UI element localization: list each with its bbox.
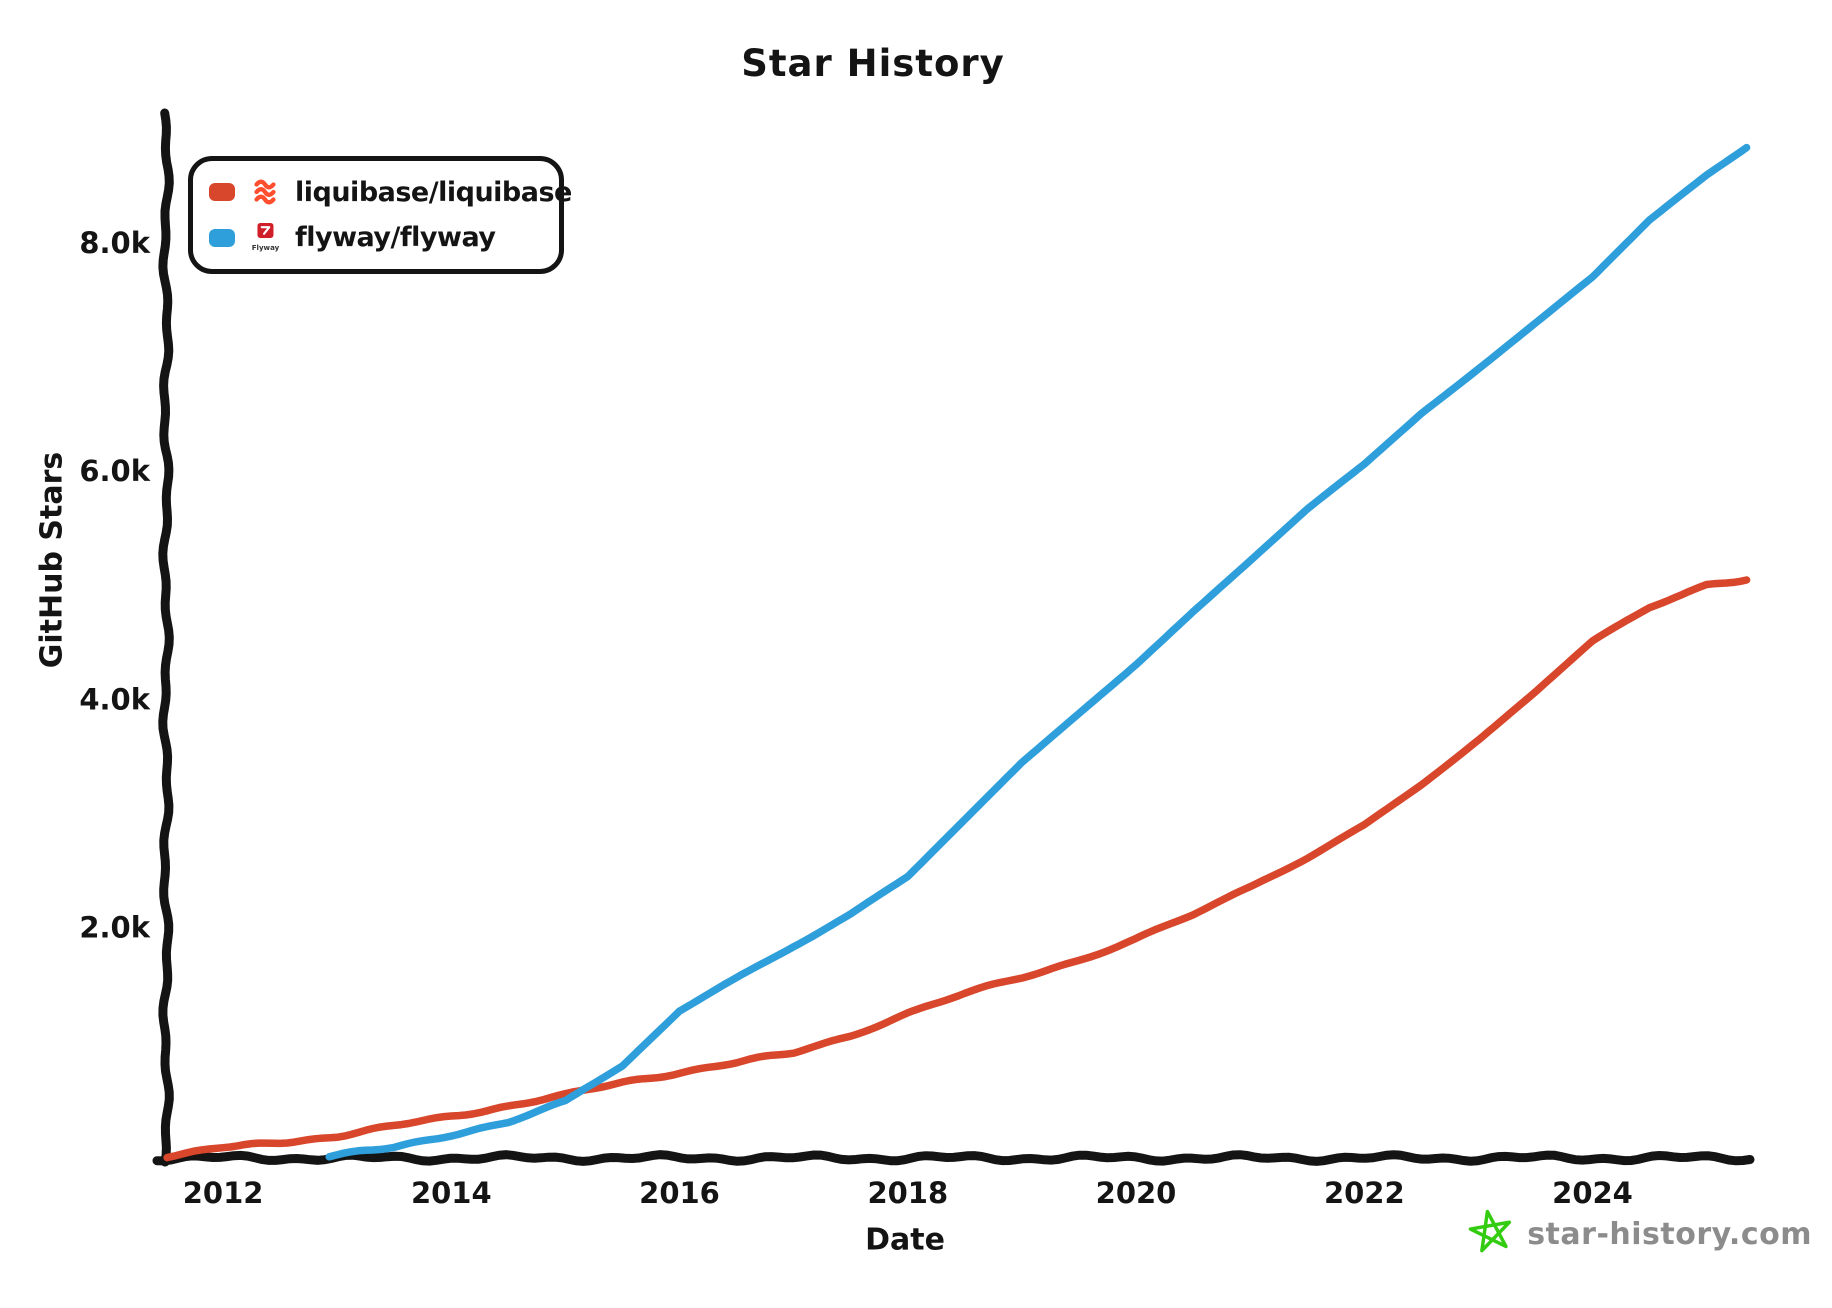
- x-tick-2024: 2024: [1552, 1176, 1633, 1210]
- liquibase-series-line: [163, 576, 1751, 1162]
- x-axis-line: [152, 1150, 1755, 1166]
- y-axis-line: [158, 108, 174, 1167]
- legend: liquibase/liquibase Flyway flyway/flyway: [188, 156, 572, 274]
- y-tick-8.0k: 8.0k: [79, 226, 150, 260]
- y-tick-2.0k: 2.0k: [79, 911, 150, 945]
- liquibase-logo-icon: [248, 172, 282, 212]
- legend-item-liquibase[interactable]: liquibase/liquibase: [209, 172, 572, 212]
- x-tick-2014: 2014: [411, 1176, 492, 1210]
- chart-title: Star History: [741, 42, 1005, 85]
- legend-label-flyway: flyway/flyway: [295, 222, 496, 254]
- svg-text:Flyway: Flyway: [252, 243, 280, 252]
- legend-item-flyway[interactable]: Flyway flyway/flyway: [209, 218, 543, 258]
- x-tick-2016: 2016: [639, 1176, 720, 1210]
- x-tick-2018: 2018: [867, 1176, 948, 1210]
- x-axis-title: Date: [865, 1222, 945, 1258]
- liquibase-color-swatch: [209, 183, 235, 202]
- flyway-series-line: [325, 143, 1751, 1161]
- watermark[interactable]: star-history.com: [1467, 1208, 1812, 1260]
- y-tick-4.0k: 4.0k: [79, 682, 150, 716]
- flyway-logo-icon: Flyway: [248, 218, 282, 258]
- watermark-text: star-history.com: [1527, 1216, 1812, 1252]
- legend-label-liquibase: liquibase/liquibase: [295, 176, 572, 208]
- y-axis-title: GitHub Stars: [34, 451, 70, 669]
- x-tick-2020: 2020: [1096, 1176, 1177, 1210]
- star-logo-icon: [1467, 1208, 1515, 1260]
- x-tick-2022: 2022: [1324, 1176, 1405, 1210]
- y-tick-6.0k: 6.0k: [79, 454, 150, 488]
- flyway-color-swatch: [209, 228, 235, 247]
- x-tick-2012: 2012: [183, 1176, 264, 1210]
